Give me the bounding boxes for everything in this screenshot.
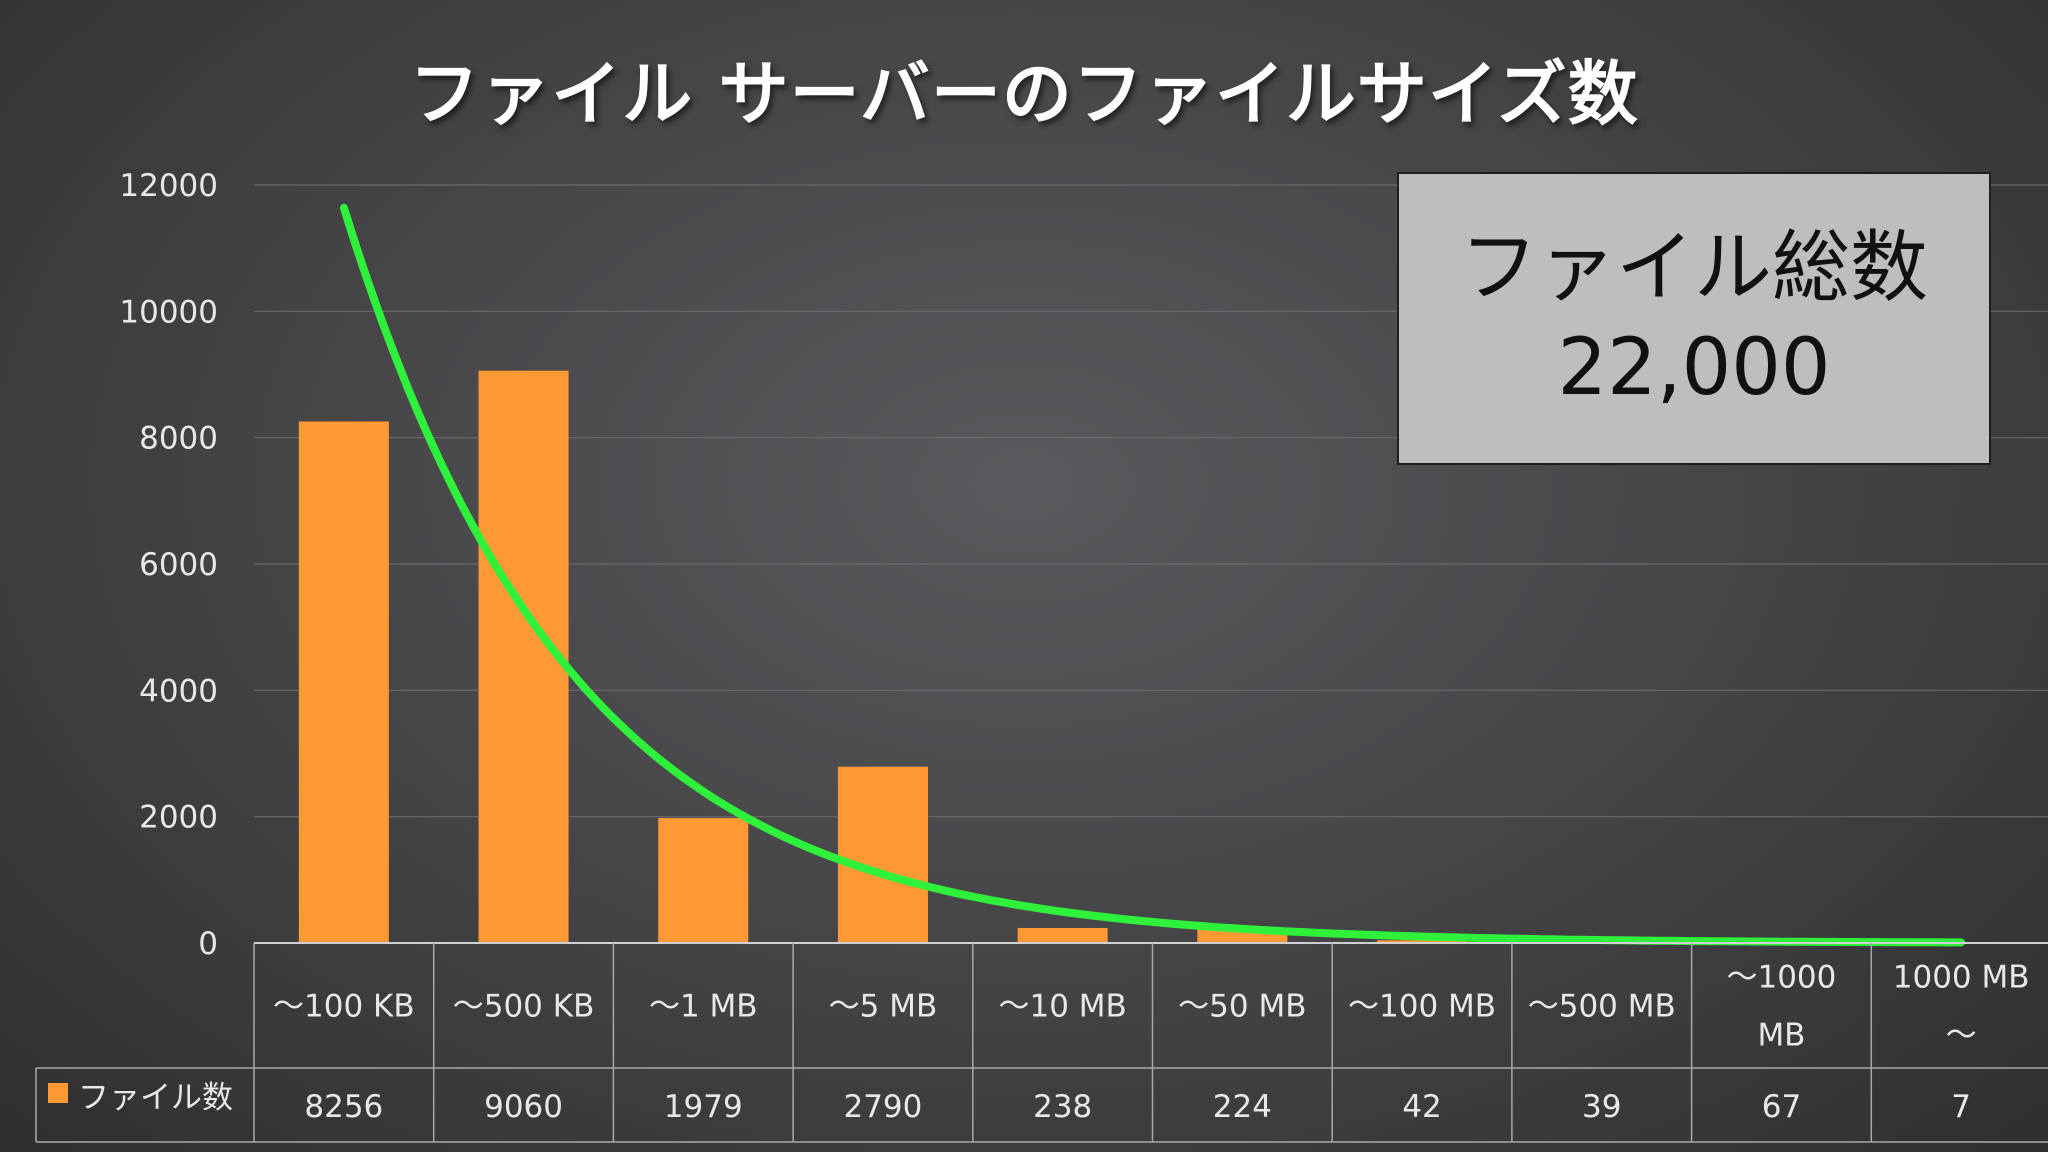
- total-files-value: 22,000: [1557, 322, 1831, 413]
- x-category-label: ～1000 MB: [1726, 960, 1836, 1054]
- y-tick-label: 0: [198, 926, 218, 962]
- x-category-label: ～50 MB: [1178, 989, 1306, 1025]
- data-table: ～100 KB ～500 KB ～1 MB ～5 MB ～10 MB ～50 MB ～100…: [35, 942, 2048, 1143]
- x-category-label: 1000 MB ～: [1893, 960, 2030, 1054]
- y-tick-label: 2000: [139, 800, 218, 836]
- y-axis: 0 2000 4000 6000 8000 10000 12000: [119, 168, 218, 962]
- data-label: 67: [1762, 1089, 1801, 1125]
- data-label: 1979: [664, 1089, 743, 1125]
- legend-swatch: [48, 1083, 68, 1103]
- data-label: 238: [1033, 1089, 1092, 1125]
- y-tick-label: 10000: [119, 294, 218, 330]
- data-label: 8256: [304, 1089, 383, 1125]
- trendline-curve: [339, 203, 1966, 947]
- y-tick-label: 8000: [139, 421, 218, 457]
- bar: [1377, 940, 1468, 943]
- bar: [298, 421, 389, 944]
- data-label: 9060: [484, 1089, 563, 1125]
- x-category-label: ～500 KB: [453, 989, 595, 1025]
- bar: [478, 370, 569, 944]
- legend-label: ファイル数: [78, 1080, 233, 1116]
- x-category-label: ～100 MB: [1348, 989, 1496, 1025]
- data-label: 39: [1582, 1089, 1621, 1125]
- x-category-label: ～5 MB: [829, 989, 938, 1025]
- y-tick-label: 12000: [119, 168, 218, 204]
- trendline: [339, 203, 1966, 947]
- data-label: 224: [1213, 1089, 1272, 1125]
- chart-title: ファイル サーバーのファイルサイズ数: [409, 53, 1639, 135]
- y-tick-label: 6000: [139, 547, 218, 583]
- bar: [1017, 927, 1108, 943]
- bar: [658, 817, 749, 943]
- bars: [298, 370, 2007, 944]
- x-category-label: ～500 MB: [1528, 989, 1676, 1025]
- x-category-label: ～100 KB: [273, 989, 415, 1025]
- x-category-label: ～1 MB: [649, 989, 758, 1025]
- total-files-box: ファイル総数 22,000: [1397, 172, 1991, 465]
- data-label: 7: [1951, 1089, 1971, 1125]
- y-tick-label: 4000: [139, 673, 218, 709]
- data-label: 2790: [843, 1089, 922, 1125]
- data-label: 42: [1402, 1089, 1441, 1125]
- total-files-label: ファイル総数: [1459, 222, 1928, 313]
- x-category-label: ～10 MB: [998, 989, 1126, 1025]
- bar: [837, 766, 928, 943]
